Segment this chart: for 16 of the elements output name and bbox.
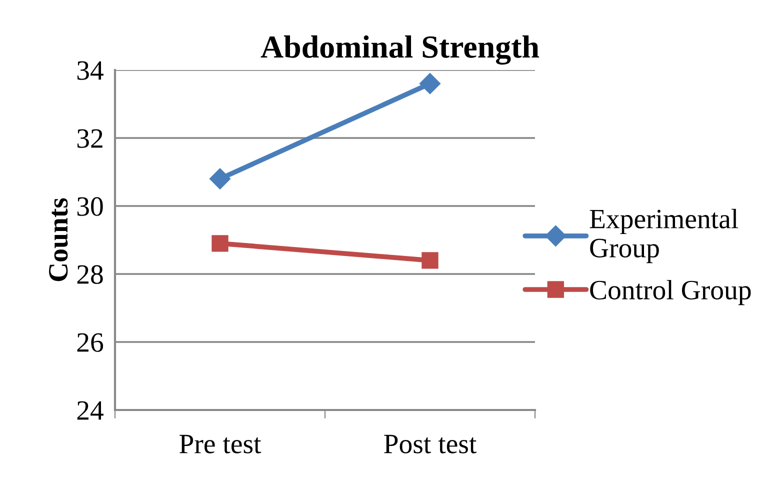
y-axis-title: Counts bbox=[49, 198, 68, 282]
x-tick-label: Pre test bbox=[180, 434, 262, 454]
y-tick-label: 30 bbox=[77, 197, 103, 216]
legend-label: Experimental Group bbox=[590, 208, 738, 264]
y-tick-label: 26 bbox=[77, 333, 104, 352]
y-tick-label: 24 bbox=[77, 401, 104, 420]
chart-title: Abdominal Strength bbox=[260, 35, 540, 65]
x-tick-label: Post test bbox=[384, 434, 477, 454]
point bbox=[209, 168, 231, 190]
y-tick-label: 28 bbox=[77, 265, 103, 284]
y-tick-label: 34 bbox=[77, 61, 104, 80]
y-tick-label: 32 bbox=[77, 129, 102, 148]
legend-label: Control Group bbox=[590, 280, 751, 306]
point bbox=[212, 235, 228, 252]
point bbox=[422, 252, 438, 269]
point bbox=[419, 73, 441, 94]
